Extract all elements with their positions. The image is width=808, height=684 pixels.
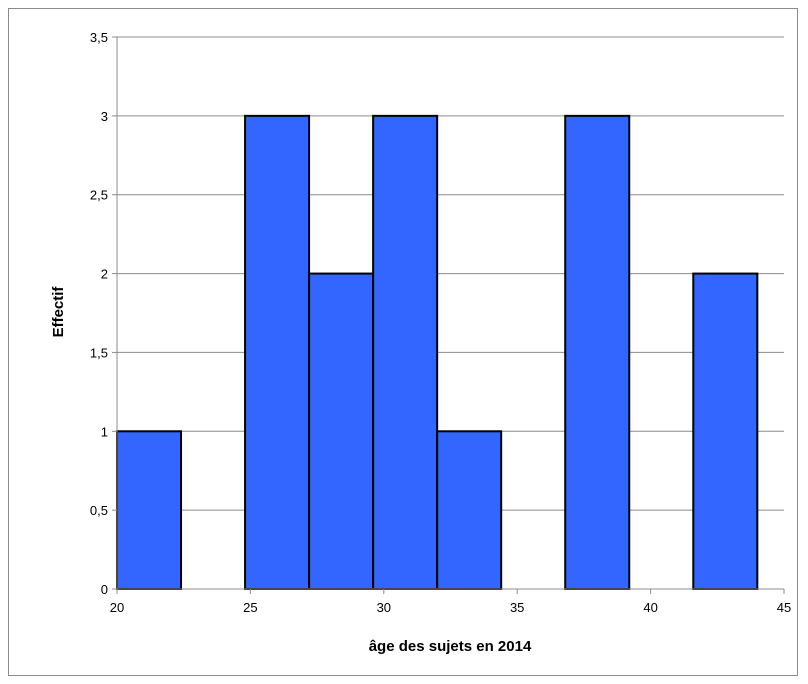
- bar-6: [692, 272, 759, 590]
- bar-2: [308, 272, 375, 590]
- y-tick-label-3: 1,5: [90, 345, 108, 360]
- y-tick-label-2: 1: [101, 424, 108, 439]
- y-axis-title: Effectif: [50, 286, 67, 338]
- bar-1: [244, 114, 311, 590]
- x-tick-label-5: 45: [777, 600, 791, 615]
- bars: [116, 114, 759, 590]
- y-tick-label-1: 0,5: [90, 503, 108, 518]
- y-tick-label-5: 2,5: [90, 188, 108, 203]
- bar-5: [564, 114, 631, 590]
- y-tick-label-6: 3: [101, 109, 108, 124]
- bar-3: [372, 114, 439, 590]
- axes: [112, 36, 785, 594]
- y-tick-label-7: 3,5: [90, 30, 108, 45]
- x-axis-title: âge des sujets en 2014: [369, 638, 532, 655]
- tick-labels: 0 0,5 1 1,5 2 2,5 3 3,5 20 25 30 35 40 45: [90, 30, 791, 615]
- x-tick-label-0: 20: [110, 600, 124, 615]
- bar-4: [436, 430, 503, 590]
- x-tick-label-3: 35: [510, 600, 524, 615]
- x-tick-label-4: 40: [643, 600, 657, 615]
- grid-lines: [117, 36, 784, 511]
- y-tick-label-0: 0: [101, 582, 108, 597]
- x-tick-label-1: 25: [243, 600, 257, 615]
- x-tick-label-2: 30: [377, 600, 391, 615]
- y-tick-label-4: 2: [101, 267, 108, 282]
- bar-0: [116, 430, 183, 590]
